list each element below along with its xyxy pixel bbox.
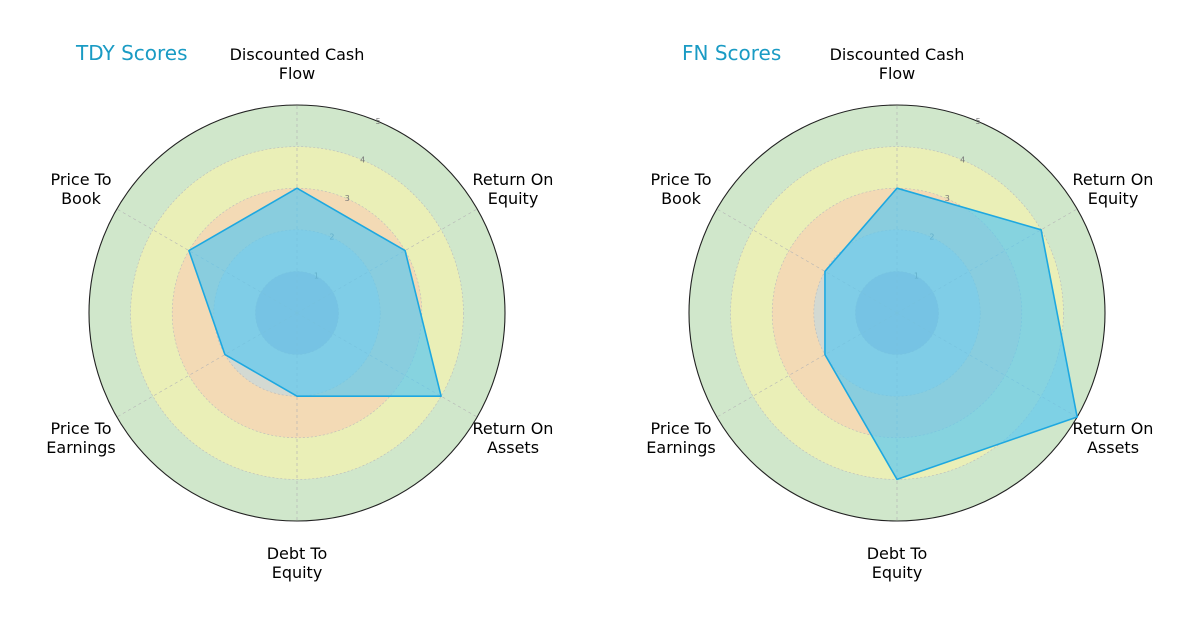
axis-label-debt-to-equity: Debt To Equity	[267, 544, 328, 582]
spoke-price-to-earnings	[716, 312, 898, 418]
spoke-price-to-book	[716, 208, 898, 314]
axis-label-price-to-earnings: Price To Earnings	[646, 419, 715, 457]
spoke-price-to-earnings	[116, 312, 298, 418]
axis-label-price-to-book: Price To Book	[651, 170, 712, 208]
axis-label-debt-to-equity: Debt To Equity	[867, 544, 928, 582]
radial-tick-5: 5	[976, 117, 981, 126]
chart-title: FN Scores	[682, 41, 781, 65]
axis-label-price-to-earnings: Price To Earnings	[46, 419, 115, 457]
radial-tick-4: 4	[360, 155, 365, 164]
chart-title: TDY Scores	[75, 41, 188, 65]
score-polygon	[188, 187, 442, 398]
axis-label-discounted-cash-flow: Discounted Cash Flow	[830, 45, 965, 83]
radar-outline	[688, 104, 1106, 522]
radial-tick-3: 3	[945, 194, 950, 203]
axis-label-return-on-assets: Return On Assets	[473, 419, 554, 457]
radial-tick-3: 3	[345, 194, 350, 203]
axis-label-price-to-book: Price To Book	[51, 170, 112, 208]
score-polygon	[824, 187, 1078, 481]
axis-label-return-on-equity: Return On Equity	[473, 170, 554, 208]
radial-tick-4: 4	[960, 155, 965, 164]
axis-label-discounted-cash-flow: Discounted Cash Flow	[230, 45, 365, 83]
radial-tick-5: 5	[376, 117, 381, 126]
radar-outline	[88, 104, 506, 522]
axis-label-return-on-equity: Return On Equity	[1073, 170, 1154, 208]
axis-label-return-on-assets: Return On Assets	[1073, 419, 1154, 457]
